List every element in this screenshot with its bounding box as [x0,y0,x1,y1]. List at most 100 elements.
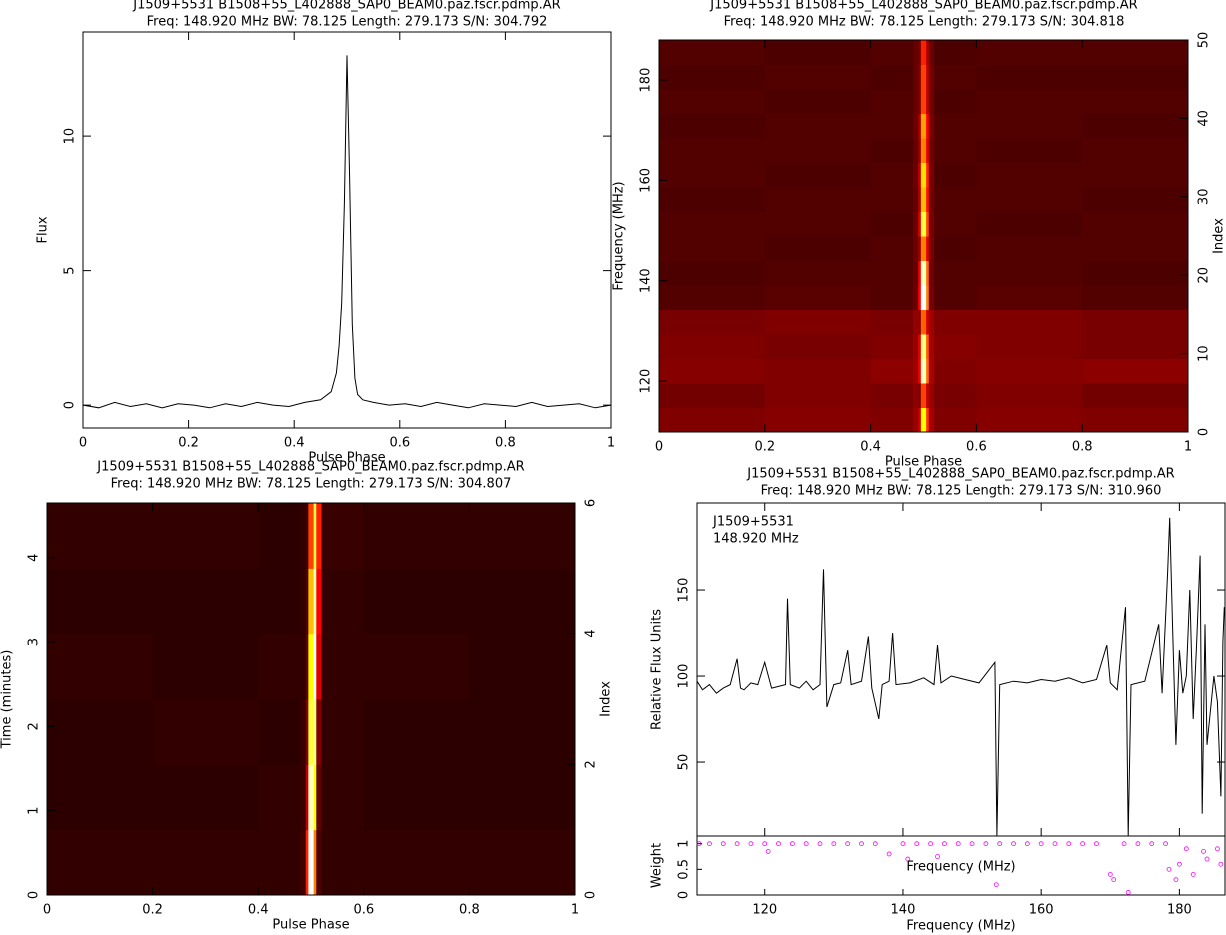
heatmap-cell [305,829,309,896]
y-tick-label: 5 [63,266,78,274]
x-tick-label: 0 [43,903,51,918]
heatmap-cell [1082,64,1189,90]
heatmap-cell [258,633,301,700]
y2-tick-label: 10 [1197,345,1212,362]
heatmap-cell [152,568,259,635]
weight-point [1149,841,1155,847]
weight-point [831,841,837,847]
heatmap-cell [764,284,872,311]
heatmap-cell [918,407,922,433]
heatmap-cell [934,284,977,311]
heatmap-cell [870,358,914,384]
y-tick-label: 120 [639,369,654,394]
heatmap-cell [305,568,309,635]
heatmap-cell [870,236,914,261]
heatmap-cell [1082,260,1189,286]
heatmap-cell [659,186,766,213]
weight-point [1080,841,1086,847]
heatmap-cell [321,829,365,896]
heatmap-cell [912,162,919,188]
heatmap-cell [926,138,930,163]
weight-point [1214,846,1220,852]
heatmap-cell [308,829,315,896]
x-tick-label: 1 [571,903,579,918]
weight-point [886,851,892,857]
heatmap-cell [363,633,470,700]
heatmap-cell [1082,113,1189,139]
heatmap-cell [918,186,922,213]
weight-point [1125,890,1131,895]
chart-subtitle: Freq: 148.920 MHz BW: 78.125 Length: 279… [761,484,1162,499]
x-tick-label: 0.2 [178,436,199,451]
heatmap-cell [928,162,935,188]
heatmap-cell [305,503,309,569]
heatmap-cell [300,829,307,896]
y-axis-label: Flux [36,216,51,243]
y-tick-label: 3 [27,638,42,646]
chart-subtitle: Freq: 148.920 MHz BW: 78.125 Length: 279… [724,15,1125,30]
heatmap-cell [934,334,977,359]
heatmap-cell [764,138,872,163]
heatmap-cell [918,40,922,65]
heatmap-cell [926,260,930,286]
heatmap-cell [764,211,872,237]
heatmap-cell [934,309,977,335]
weight-point [983,841,989,847]
weight-point [928,841,933,847]
weight-point [1094,841,1099,847]
y2-tick-label: 20 [1197,267,1212,284]
x-tick-label: 0.4 [860,440,881,455]
heatmap-cell [764,64,872,90]
heatmap-cell [870,88,914,115]
weight-point [762,841,768,847]
heatmap-cell [305,764,309,831]
heatmap-cell [764,260,872,286]
heatmap-cell [870,382,914,409]
heatmap-cell [1082,382,1189,409]
y2-tick-label: 2 [584,760,599,768]
heatmap-cell [934,211,977,237]
heatmap-cell [300,568,307,635]
heatmap-cell [308,633,315,700]
heatmap-cell [926,162,930,188]
heatmap-cell [321,633,365,700]
heatmap-cell [928,113,935,139]
heatmap-cell [47,633,154,700]
heatmap-cell [918,88,922,115]
y-tick-label: 140 [639,268,654,293]
x-tick-label: 0.8 [459,903,480,918]
heatmap-cell [920,162,927,188]
heatmap-cell [920,40,927,65]
x-axis-label: Pulse Phase [272,918,349,933]
heatmap-cell [313,633,317,700]
heatmap-cell [764,113,872,139]
heatmap-cell [870,138,914,163]
heatmap-cell [912,382,919,409]
y-axis-label: Relative Flux Units [650,609,665,730]
heatmap-cell [300,503,307,569]
heatmap-cell [934,162,977,188]
heatmap-cell [363,568,470,635]
y-tick-label: 10 [63,128,78,145]
heatmap-cell [976,162,1083,188]
heatmap-cell [928,382,935,409]
heatmap-cell [47,503,154,569]
weight-point [1218,861,1224,867]
heatmap-cell [976,40,1083,65]
heatmap-cell [659,88,766,115]
heatmap-cell [764,162,872,188]
heatmap-cell [469,568,576,635]
heatmap-cell [258,829,301,896]
heatmap-cell [920,309,927,335]
weight-point [1066,841,1072,847]
chart-title: J1509+5531 B1508+55_L402888_SAP0_BEAM0.p… [132,0,560,13]
heatmap-cell [920,186,927,213]
weight-point [734,841,740,847]
heatmap-cell [152,633,259,700]
heatmap-cell [928,138,935,163]
heatmap-cell [920,88,927,115]
heatmap-cell [313,829,317,896]
heatmap-cell [764,40,872,65]
heatmap-cell [912,40,919,65]
heatmap-cell [469,699,576,765]
